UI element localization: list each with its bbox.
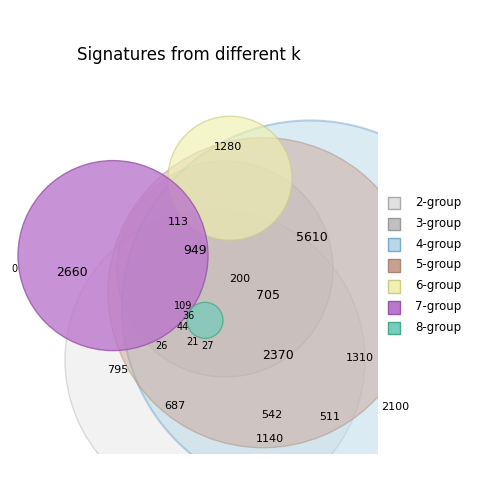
Text: 949: 949 xyxy=(183,244,207,258)
Text: 542: 542 xyxy=(262,410,283,420)
Text: 2370: 2370 xyxy=(262,349,294,362)
Text: 5610: 5610 xyxy=(296,231,328,244)
Text: 705: 705 xyxy=(256,289,280,301)
Circle shape xyxy=(18,161,208,351)
Text: 27: 27 xyxy=(201,341,213,351)
Circle shape xyxy=(168,116,292,240)
Text: 36: 36 xyxy=(182,311,194,322)
Text: 0: 0 xyxy=(11,264,17,274)
Text: 511: 511 xyxy=(320,412,341,422)
Text: 21: 21 xyxy=(186,337,198,347)
Text: 2100: 2100 xyxy=(381,402,409,412)
Text: 200: 200 xyxy=(229,274,250,284)
Circle shape xyxy=(65,210,365,504)
Text: 1310: 1310 xyxy=(346,353,374,363)
Text: 44: 44 xyxy=(177,322,189,332)
Text: 795: 795 xyxy=(107,365,129,375)
Text: 113: 113 xyxy=(167,217,188,227)
Text: 687: 687 xyxy=(164,401,185,411)
Text: 2660: 2660 xyxy=(56,267,88,280)
Text: 1280: 1280 xyxy=(214,142,242,152)
Text: 26: 26 xyxy=(155,341,167,351)
Text: 1140: 1140 xyxy=(256,434,284,444)
Circle shape xyxy=(187,302,223,338)
Text: Signatures from different k: Signatures from different k xyxy=(77,46,301,65)
Legend: 2-group, 3-group, 4-group, 5-group, 6-group, 7-group, 8-group: 2-group, 3-group, 4-group, 5-group, 6-gr… xyxy=(386,193,464,337)
Circle shape xyxy=(117,161,333,377)
Circle shape xyxy=(108,138,418,448)
Circle shape xyxy=(122,120,498,496)
Text: 109: 109 xyxy=(174,301,192,311)
